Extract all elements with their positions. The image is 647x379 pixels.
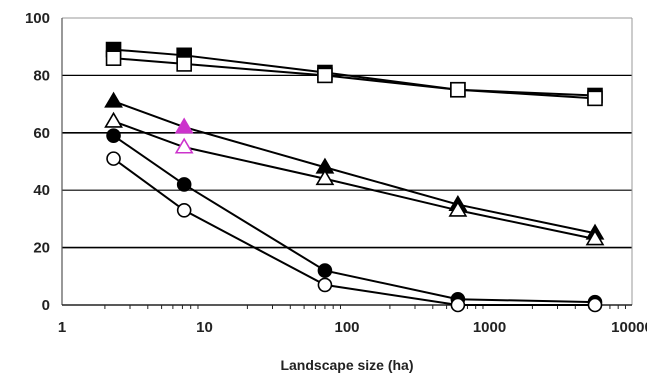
series-open-square [105,50,603,107]
data-point-triangle [315,169,335,186]
data-point-circle [587,297,603,313]
data-point-triangle [448,200,468,217]
data-point-circle [317,277,333,293]
x-tick-label: 10 [196,319,213,336]
data-point-square [450,81,466,98]
data-point-triangle [585,229,605,246]
tick-labels: 0 20 40 60 80 100 1 10 100 1000 10000 [25,10,647,336]
data-point-square [587,90,603,107]
y-tick-label: 20 [33,240,50,257]
data-point-square [176,56,192,72]
data-point-triangle [174,117,194,134]
data-point-circle [106,128,121,143]
y-tick-label: 100 [25,10,50,27]
x-tick-label: 100 [334,319,359,336]
x-tick-label: 10000 [611,319,647,336]
data-point-circle [176,177,192,192]
x-tick-label: 1000 [473,319,506,336]
y-tick-label: 80 [33,67,50,84]
x-axis-title: Landscape size (ha) [280,357,413,373]
x-tick-label: 1 [58,319,66,336]
y-tick-label: 60 [33,125,50,142]
data-point-circle [317,263,333,278]
data-point-circle [106,151,121,166]
series-open-triangle [104,111,605,246]
data-point-circle [176,202,192,218]
series [104,41,605,313]
data-point-triangle [104,91,123,108]
data-point-square [317,67,333,84]
series-open-circle [106,151,603,313]
data-point-triangle [174,137,194,154]
y-tick-label: 0 [42,297,50,314]
data-point-triangle [104,111,123,128]
y-tick-label: 40 [33,182,50,199]
data-point-square [105,50,122,66]
data-point-circle [450,297,466,313]
